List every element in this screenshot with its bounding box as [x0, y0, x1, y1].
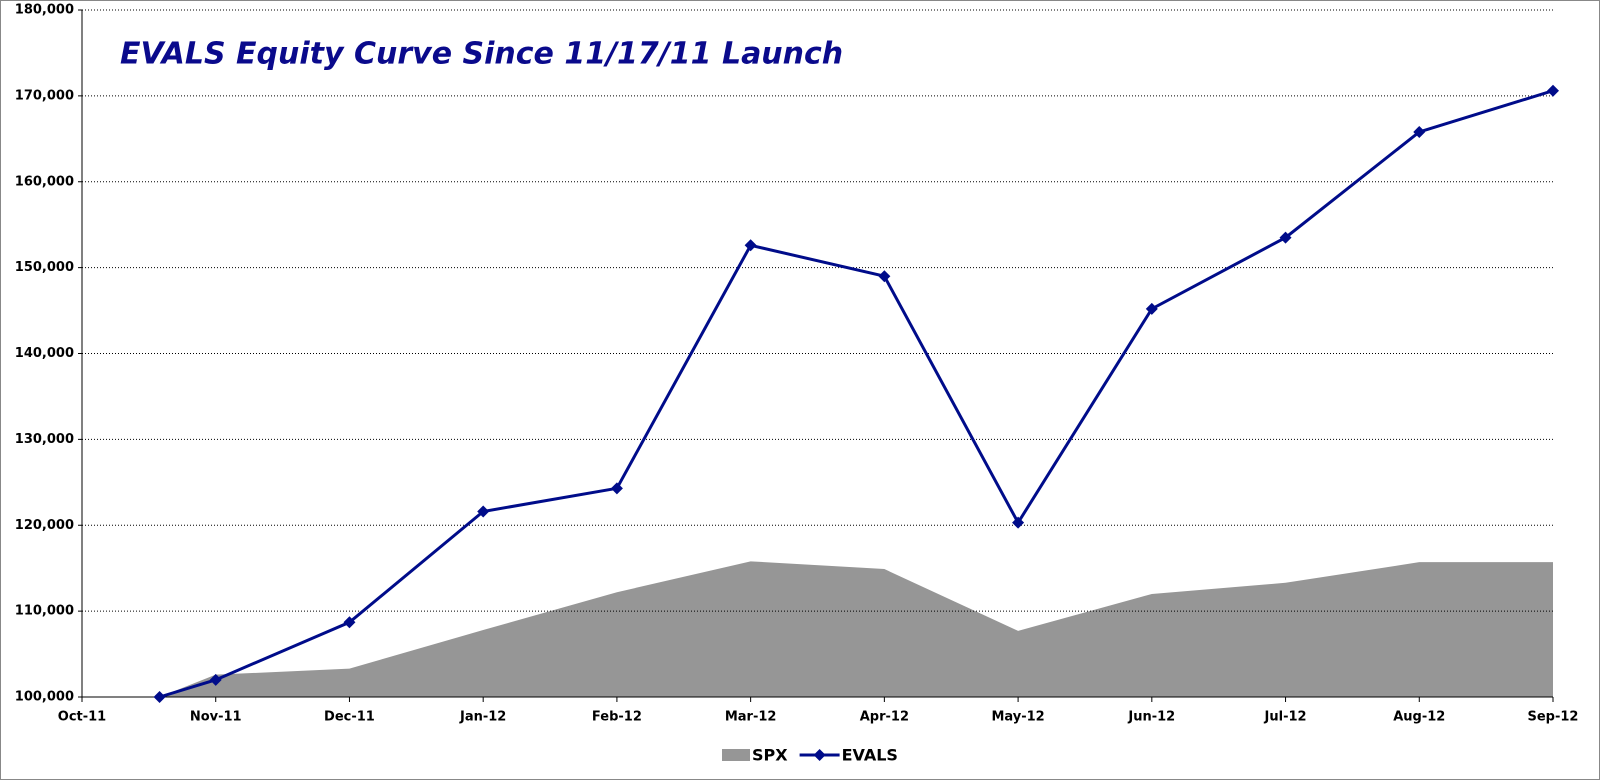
- marker: [744, 239, 757, 252]
- x-tick-label: Sep-12: [1528, 710, 1579, 725]
- x-tick-label: Oct-11: [58, 710, 106, 725]
- marker: [1012, 516, 1025, 529]
- marker: [1279, 231, 1292, 244]
- y-tick-label: 130,000: [15, 432, 74, 447]
- y-tick-label: 180,000: [15, 3, 74, 18]
- x-tick-label: May-12: [991, 710, 1044, 725]
- x-tick-label: Feb-12: [592, 710, 642, 725]
- area: [159, 561, 1554, 697]
- x-tick-label: Nov-11: [190, 710, 242, 725]
- marker: [610, 482, 623, 495]
- marker: [153, 691, 166, 703]
- x-tick-label: Jun-12: [1127, 710, 1175, 725]
- legend-label: EVALS: [842, 746, 898, 765]
- legend-marker: [813, 749, 826, 761]
- y-tick-label: 110,000: [15, 604, 74, 619]
- chart-title: EVALS Equity Curve Since 11/17/11 Launch: [120, 37, 843, 72]
- y-tick-label: 170,000: [15, 88, 74, 103]
- y-tick-label: 100,000: [15, 690, 74, 705]
- marker: [343, 616, 356, 629]
- x-tick-label: Jul-12: [1264, 710, 1307, 725]
- x-tick-label: Apr-12: [860, 710, 909, 725]
- x-tick-label: Mar-12: [725, 710, 777, 725]
- y-tick-label: 120,000: [15, 518, 74, 533]
- x-tick-label: Jan-12: [459, 710, 506, 725]
- marker: [1547, 84, 1559, 97]
- legend-label: SPX: [752, 746, 788, 765]
- marker: [209, 673, 222, 686]
- x-tick-label: Dec-11: [324, 710, 375, 725]
- marker: [477, 505, 490, 518]
- line: [159, 89, 1554, 699]
- x-tick-label: Aug-12: [1393, 710, 1445, 725]
- marker: [1145, 302, 1158, 315]
- marker: [1413, 125, 1426, 138]
- legend-swatch: [722, 749, 750, 761]
- y-tick-label: 150,000: [15, 260, 74, 275]
- marker: [878, 270, 891, 283]
- y-tick-label: 160,000: [15, 174, 74, 189]
- y-tick-label: 140,000: [15, 346, 74, 361]
